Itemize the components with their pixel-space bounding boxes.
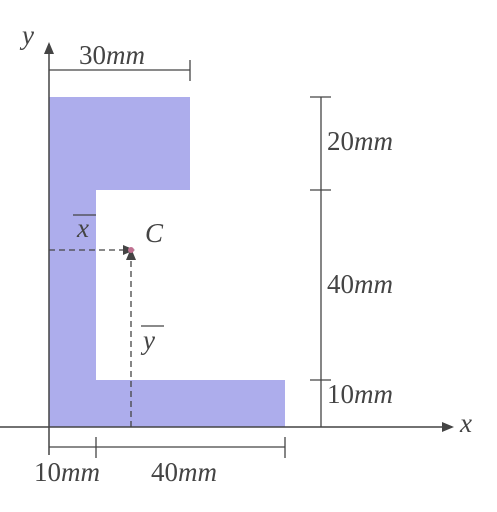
dimension-bottom-left-label: 10mm [34,457,100,487]
dimension-bottom-right-label: 40mm [151,457,217,487]
dimension-right-bottom-label: 10mm [327,379,393,409]
dimension-right [310,96,331,427]
dimension-bottom [49,437,286,458]
centroid-point [128,247,134,253]
dimension-top-label: 30mm [79,40,145,70]
dimension-top [49,60,191,81]
svg-text:y: y [140,325,155,355]
dimension-right-top-label: 20mm [327,126,393,156]
composite-shape [49,97,285,427]
y-bar-label: y [140,325,164,355]
dimension-right-mid-label: 40mm [327,269,393,299]
x-bar-label: x [73,213,96,243]
centroid-label: C [145,218,164,248]
x-axis-label: x [459,408,472,438]
y-axis-label: y [19,20,34,50]
svg-text:x: x [76,213,89,243]
